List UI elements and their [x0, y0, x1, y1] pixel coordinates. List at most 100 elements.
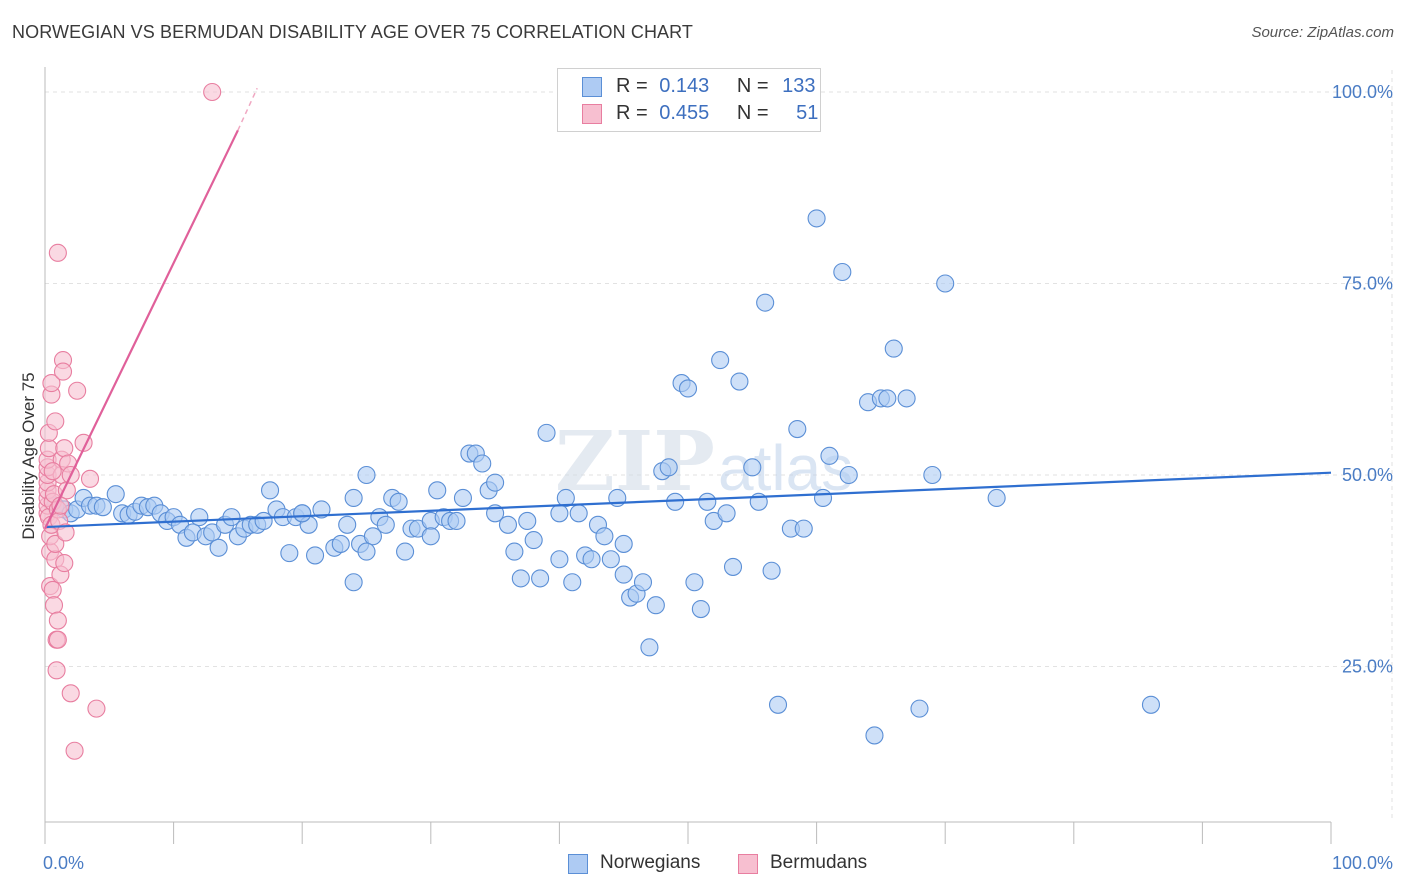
n-label: N = [736, 102, 769, 124]
norwegians-point [312, 500, 331, 519]
norwegians-point [93, 498, 112, 517]
norwegians-point [344, 488, 363, 508]
r-value: 0.143 [659, 75, 710, 97]
bermudans-trend-extension [237, 87, 258, 131]
r-value: 0.455 [659, 102, 710, 124]
n-value: 51 [796, 102, 819, 124]
bermudans-point [65, 741, 84, 760]
norwegians-point [768, 695, 788, 714]
y-tick-label: 50.0% [1342, 465, 1393, 485]
norwegians-point [595, 527, 614, 546]
norwegians-point [659, 458, 678, 477]
norwegians-point [730, 372, 749, 391]
y-tick-label: 75.0% [1342, 274, 1393, 294]
trend-lines [44, 87, 1332, 530]
bermudans-point [44, 596, 64, 615]
norwegians-point [505, 542, 524, 561]
norwegians-point [756, 293, 775, 312]
norwegians-point [717, 504, 736, 523]
norwegians-point [807, 209, 826, 228]
norwegians-point [666, 492, 685, 511]
norwegians-point [421, 527, 440, 546]
bermudans-point [61, 684, 80, 703]
n-value: 133 [782, 75, 816, 97]
watermark: ZIP atlas [555, 414, 853, 510]
norwegians-point [640, 638, 659, 657]
norwegians-point [910, 699, 929, 718]
bermudans-point [55, 439, 74, 458]
chart-title: NORWEGIAN VS BERMUDAN DISABILITY AGE OVE… [12, 22, 694, 42]
bermudans-legend-label: Bermudans [770, 852, 868, 873]
bermudans-swatch [582, 104, 602, 124]
norwegians-point [344, 573, 363, 592]
bermudans-point [55, 554, 74, 573]
norwegians-point [646, 596, 665, 615]
norwegians-point [511, 569, 530, 588]
norwegians-point [614, 534, 633, 553]
norwegians-point [473, 454, 492, 473]
norwegians-point [106, 485, 125, 504]
norwegians-point [691, 599, 710, 619]
norwegians-point [498, 515, 518, 534]
norwegians-point [762, 561, 781, 580]
bermudans-point [48, 243, 67, 262]
norwegians-point [280, 544, 299, 563]
norwegians-point [987, 488, 1006, 508]
norwegians-point [396, 542, 415, 561]
norwegians-point [897, 389, 916, 408]
bermudans-point [68, 381, 87, 400]
gridlines [45, 70, 1393, 822]
norwegians-point [614, 565, 633, 584]
bermudans-point [43, 580, 62, 599]
norwegians-point [537, 423, 556, 442]
norwegians-point [1141, 695, 1161, 714]
norwegians-point [601, 550, 620, 569]
norwegians-point [936, 274, 955, 293]
r-label: R = [616, 102, 648, 124]
norwegians-point [486, 473, 505, 492]
norwegians-point [306, 546, 325, 565]
norwegians-trend-line [44, 471, 1332, 529]
y-tick-label: 100.0% [1332, 82, 1393, 102]
r-label: R = [616, 75, 648, 97]
norwegians-point [678, 379, 698, 398]
legend-text-norwegians: R = 0.143 N = 133 [616, 75, 816, 98]
bermudans-point [43, 462, 62, 481]
bermudans-point [48, 630, 67, 649]
norwegians-point [357, 542, 376, 561]
norwegians-point [293, 504, 312, 523]
norwegians-point [338, 515, 357, 534]
norwegians-point [633, 573, 653, 592]
norwegians-point [363, 527, 382, 546]
x-tick-label-max: 100.0% [1332, 853, 1393, 873]
norwegians-point [453, 488, 473, 508]
norwegians-point [820, 446, 839, 465]
norwegians-point [524, 531, 543, 550]
norwegians-point [582, 550, 601, 569]
bermudans-point [87, 699, 106, 718]
x-tick-label-min: 0.0% [43, 853, 84, 873]
bermudans-point [46, 534, 65, 553]
norwegians-swatch [582, 77, 602, 97]
norwegians-point [685, 573, 704, 592]
tick-labels: 25.0% 50.0% 75.0% 100.0% 0.0% 100.0% Disabilit… [19, 82, 1393, 873]
watermark-atlas: atlas [718, 432, 853, 504]
norwegians-point [723, 557, 743, 576]
norwegians-point [357, 465, 376, 485]
norwegians-point [260, 481, 280, 500]
norwegians-point [331, 534, 350, 553]
norwegians-point [884, 339, 903, 358]
norwegians-point [556, 488, 575, 508]
norwegians-point [813, 488, 833, 508]
norwegians-point [550, 504, 569, 523]
norwegians-point [447, 511, 466, 531]
bermudans-point [203, 82, 222, 102]
norwegians-point [839, 465, 858, 485]
norwegians-point [878, 389, 897, 408]
y-tick-label: 25.0% [1342, 657, 1393, 677]
norwegians-point [569, 504, 588, 523]
norwegians-point [550, 550, 569, 569]
bermudans-point [42, 374, 61, 393]
norwegians-point [794, 519, 813, 538]
bermudans-point [56, 523, 75, 542]
